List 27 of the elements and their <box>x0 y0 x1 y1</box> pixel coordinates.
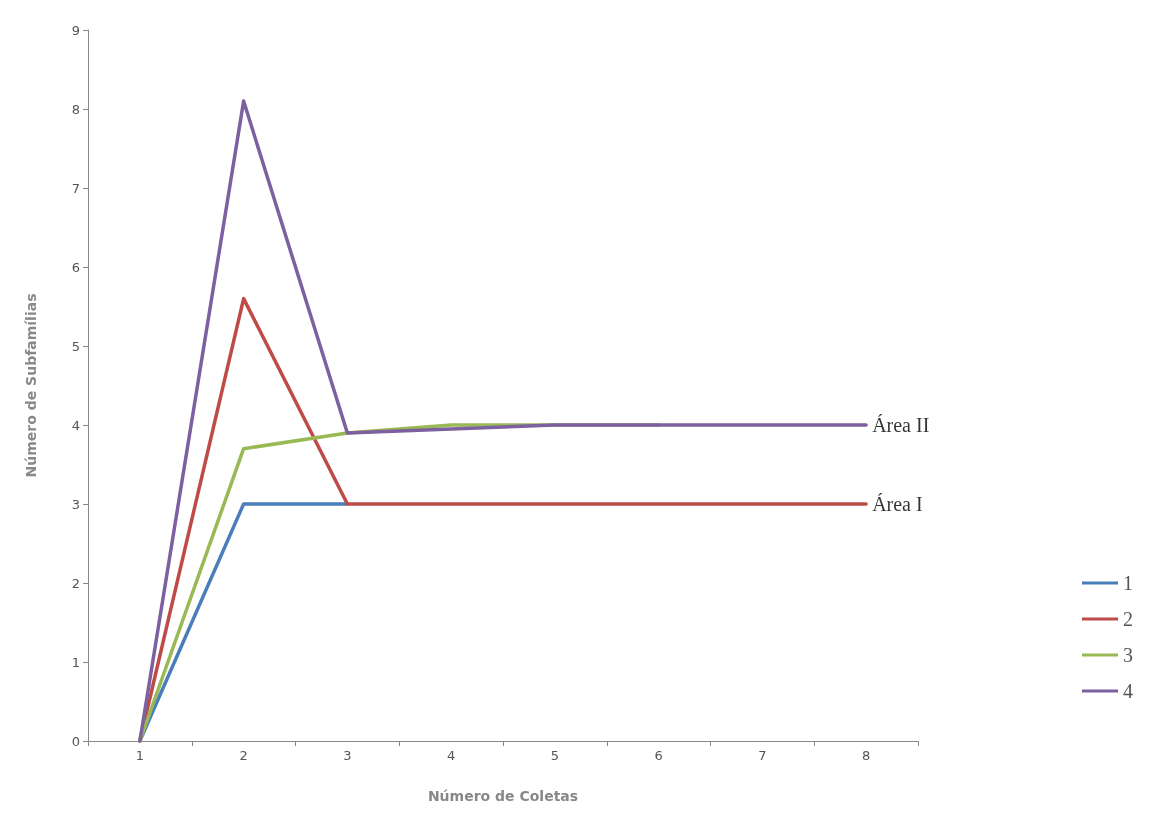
annotation: Área II <box>872 414 930 436</box>
x-tick-label: 5 <box>550 748 560 763</box>
line-series <box>138 99 868 743</box>
y-tick-label: 1 <box>71 654 80 670</box>
legend-label: 3 <box>1123 644 1133 666</box>
x-tick-label: 8 <box>861 748 871 763</box>
x-tick-label: 7 <box>758 748 767 763</box>
legend-label: 2 <box>1123 608 1133 630</box>
x-tick-label: 1 <box>135 748 145 763</box>
x-tick-label: 2 <box>239 748 248 763</box>
x-tick-label: 6 <box>654 748 663 763</box>
y-tick-label: 8 <box>71 101 80 117</box>
x-tick-label: 3 <box>343 748 352 763</box>
legend-label: 1 <box>1123 572 1133 594</box>
annotation: Área I <box>872 493 923 515</box>
x-axis-title: Número de Coletas <box>427 788 579 804</box>
y-tick-label: 3 <box>71 496 80 512</box>
y-tick-label: 2 <box>71 575 80 591</box>
y-tick-label: 4 <box>71 417 80 433</box>
legend-label: 4 <box>1123 680 1133 702</box>
y-axis-title: Número de Subfamílias <box>23 293 39 478</box>
y-tick-label: 9 <box>71 22 80 38</box>
y-tick-label: 7 <box>71 180 80 196</box>
y-tick-label: 5 <box>71 338 80 354</box>
y-tick-label: 6 <box>71 259 80 275</box>
y-tick-label: 0 <box>71 733 80 749</box>
x-tick-label: 4 <box>446 748 456 763</box>
